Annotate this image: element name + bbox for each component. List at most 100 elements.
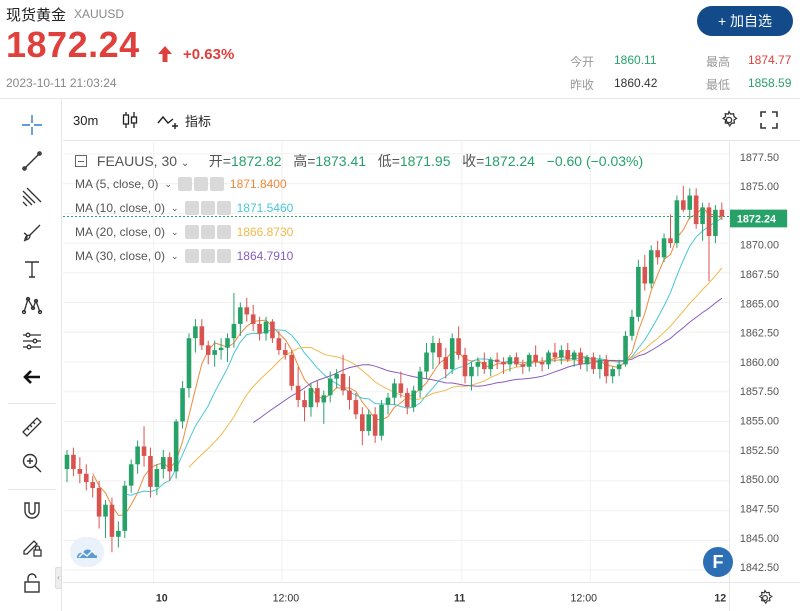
- ma-label[interactable]: MA (5, close, 0): [75, 177, 159, 191]
- brush-icon: [23, 224, 41, 242]
- lock-tool[interactable]: [18, 569, 46, 597]
- arrow-left-icon: [23, 370, 40, 384]
- stat-prevclose-value: 1860.42: [614, 76, 658, 90]
- add-watchlist-button[interactable]: + 加自选: [697, 6, 793, 36]
- close-icon[interactable]: [216, 225, 231, 239]
- stat-low-value: 1858.59: [748, 76, 792, 90]
- close-icon[interactable]: [216, 201, 231, 215]
- interval-selector[interactable]: 30m: [73, 112, 99, 128]
- gear-icon: [722, 110, 738, 127]
- ma-value: 1871.5460: [236, 201, 294, 215]
- candle-body: [488, 359, 494, 370]
- indicators-button[interactable]: 指标: [157, 109, 211, 131]
- ma-line-20: [188, 267, 723, 468]
- fullscreen-icon: [760, 111, 778, 129]
- gear-icon[interactable]: [200, 201, 215, 215]
- indicator-wave-icon: [157, 115, 178, 129]
- brush-tool[interactable]: [18, 219, 46, 247]
- candle-body: [398, 383, 404, 393]
- magnet-tool[interactable]: [18, 497, 46, 525]
- price-axis[interactable]: 1877.501875.001872.501870.001867.501865.…: [729, 142, 800, 582]
- candle-body: [218, 347, 224, 351]
- ma-legend-row: MA (30, close, 0) ⌄ 1864.7910: [75, 249, 293, 263]
- gear-icon[interactable]: [193, 177, 208, 191]
- close-icon[interactable]: [209, 177, 224, 191]
- chart-type-button[interactable]: [121, 109, 139, 131]
- ma-label[interactable]: MA (10, close, 0): [75, 201, 166, 215]
- series-name[interactable]: FEAUUS, 30: [96, 153, 178, 169]
- candle-body: [661, 238, 667, 258]
- candle-body: [180, 388, 185, 422]
- gear-icon[interactable]: [200, 225, 215, 239]
- pattern-tool[interactable]: [18, 291, 46, 319]
- candle-body: [141, 446, 147, 456]
- candle-body: [231, 323, 237, 339]
- ma-line-30: [252, 297, 723, 423]
- text-tool[interactable]: [18, 255, 46, 283]
- trend-line-tool[interactable]: [18, 147, 46, 175]
- fullscreen-button[interactable]: [759, 109, 779, 131]
- settings-button[interactable]: [719, 109, 739, 131]
- ma-actions: [177, 177, 224, 191]
- candle-body: [360, 414, 365, 431]
- axis-settings-button[interactable]: [729, 582, 800, 611]
- chevron-down-icon[interactable]: ⌄: [171, 226, 179, 237]
- high-label: 高=: [293, 153, 316, 169]
- pencil-lock-icon: [23, 540, 42, 557]
- magnet-icon: [24, 502, 40, 519]
- f-logo-badge[interactable]: F: [703, 547, 733, 577]
- gear-icon[interactable]: [200, 249, 215, 263]
- ruler-tool[interactable]: [18, 413, 46, 441]
- candle-body: [526, 354, 532, 367]
- ma-actions: [184, 201, 231, 215]
- back-tool[interactable]: [18, 363, 46, 391]
- ohlc-legend: FEAUUS, 30 ⌄ 开=1872.82 高=1873.41 低=1871.…: [75, 151, 643, 171]
- last-price-tag: [730, 209, 788, 228]
- ma-label[interactable]: MA (30, close, 0): [75, 249, 166, 263]
- toolbar-collapse-handle[interactable]: ‹: [55, 567, 62, 589]
- low-value: 1871.95: [399, 153, 451, 169]
- chart-widget: ‹ 30m 指标 1877.501875.001872.501870.00186…: [0, 98, 800, 611]
- time-axis[interactable]: 10 12:00 11 12:00 12: [63, 582, 729, 611]
- price-tick-label: 1847.50: [740, 503, 779, 515]
- quote-header: 现货黄金 XAUUSD 1872.24 +0.63% 2023-10-11 21…: [0, 0, 800, 98]
- collapse-legend-icon[interactable]: [75, 155, 87, 167]
- chevron-down-icon[interactable]: ⌄: [171, 202, 179, 213]
- price-tick-label: 1842.50: [740, 562, 779, 574]
- chevron-down-icon[interactable]: ⌄: [164, 178, 172, 189]
- candle-body: [263, 321, 269, 334]
- candle-body: [392, 383, 397, 398]
- chevron-down-icon[interactable]: ⌄: [171, 250, 179, 261]
- eye-icon[interactable]: [184, 249, 199, 263]
- fib-tool[interactable]: [18, 183, 46, 211]
- time-tick-label: 12:00: [570, 592, 597, 604]
- candle-body: [462, 354, 468, 377]
- price-chart[interactable]: [63, 142, 729, 582]
- candle-body: [533, 354, 538, 362]
- candle-body: [315, 388, 320, 403]
- zoom-tool[interactable]: [18, 449, 46, 477]
- eye-icon[interactable]: [184, 201, 199, 215]
- indicators-label: 指标: [185, 113, 212, 129]
- candle-body: [571, 352, 577, 360]
- candles: [64, 186, 725, 553]
- candle-body: [90, 482, 95, 489]
- stat-prevclose-label: 昨收: [570, 78, 595, 92]
- candle-body: [520, 364, 526, 367]
- ma-legend-row: MA (5, close, 0) ⌄ 1871.8400: [75, 177, 287, 191]
- candle-body: [469, 366, 474, 377]
- candle-body: [289, 354, 294, 386]
- eye-icon[interactable]: [177, 177, 192, 191]
- ma-actions: [184, 249, 231, 263]
- price-tick-label: 1845.00: [740, 533, 779, 545]
- close-icon[interactable]: [216, 249, 231, 263]
- price-tick-label: 1870.00: [740, 240, 779, 252]
- ma-label[interactable]: MA (20, close, 0): [75, 225, 166, 239]
- crosshair-tool[interactable]: [18, 111, 46, 139]
- chevron-down-icon[interactable]: ⌄: [180, 158, 190, 169]
- measure-tool[interactable]: [18, 327, 46, 355]
- low-label: 低=: [377, 153, 400, 169]
- candle-body: [597, 359, 603, 370]
- lock-drawing-tool[interactable]: [18, 533, 46, 561]
- eye-icon[interactable]: [184, 225, 199, 239]
